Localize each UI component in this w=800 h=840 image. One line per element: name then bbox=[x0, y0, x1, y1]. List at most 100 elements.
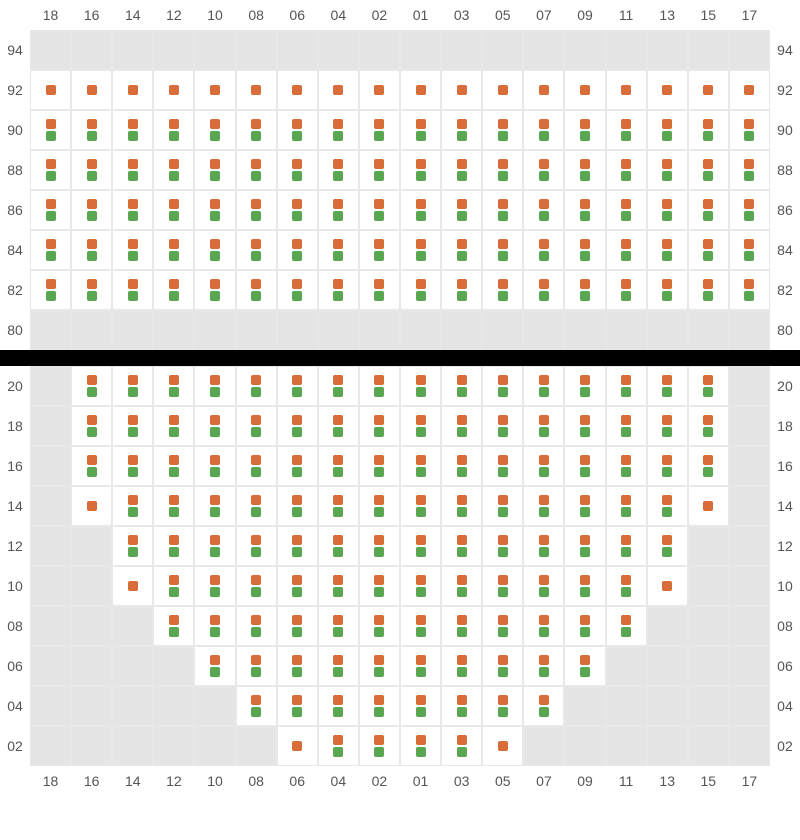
seat[interactable] bbox=[441, 406, 482, 446]
seat[interactable] bbox=[359, 446, 400, 486]
seat[interactable] bbox=[112, 566, 153, 606]
seat[interactable] bbox=[606, 566, 647, 606]
seat[interactable] bbox=[729, 70, 770, 110]
seat[interactable] bbox=[606, 406, 647, 446]
seat[interactable] bbox=[441, 70, 482, 110]
seat[interactable] bbox=[236, 406, 277, 446]
seat[interactable] bbox=[112, 366, 153, 406]
seat[interactable] bbox=[606, 270, 647, 310]
seat[interactable] bbox=[71, 446, 112, 486]
seat[interactable] bbox=[647, 406, 688, 446]
seat[interactable] bbox=[236, 646, 277, 686]
seat[interactable] bbox=[236, 566, 277, 606]
seat[interactable] bbox=[277, 190, 318, 230]
seat[interactable] bbox=[236, 190, 277, 230]
seat[interactable] bbox=[688, 230, 729, 270]
seat[interactable] bbox=[153, 110, 194, 150]
seat[interactable] bbox=[318, 366, 359, 406]
seat[interactable] bbox=[523, 70, 564, 110]
seat[interactable] bbox=[277, 70, 318, 110]
seat[interactable] bbox=[277, 270, 318, 310]
seat[interactable] bbox=[318, 70, 359, 110]
seat[interactable] bbox=[647, 566, 688, 606]
seat[interactable] bbox=[400, 726, 441, 766]
seat[interactable] bbox=[153, 230, 194, 270]
seat[interactable] bbox=[236, 70, 277, 110]
seat[interactable] bbox=[400, 446, 441, 486]
seat[interactable] bbox=[441, 190, 482, 230]
seat[interactable] bbox=[482, 270, 523, 310]
seat[interactable] bbox=[606, 70, 647, 110]
seat[interactable] bbox=[359, 110, 400, 150]
seat[interactable] bbox=[236, 486, 277, 526]
seat[interactable] bbox=[112, 270, 153, 310]
seat[interactable] bbox=[523, 150, 564, 190]
seat[interactable] bbox=[606, 150, 647, 190]
seat[interactable] bbox=[441, 686, 482, 726]
seat[interactable] bbox=[194, 110, 235, 150]
seat[interactable] bbox=[482, 190, 523, 230]
seat[interactable] bbox=[564, 406, 605, 446]
seat[interactable] bbox=[153, 270, 194, 310]
seat[interactable] bbox=[153, 406, 194, 446]
seat[interactable] bbox=[30, 270, 71, 310]
seat[interactable] bbox=[359, 230, 400, 270]
seat[interactable] bbox=[359, 646, 400, 686]
seat[interactable] bbox=[359, 190, 400, 230]
seat[interactable] bbox=[112, 150, 153, 190]
seat[interactable] bbox=[236, 110, 277, 150]
seat[interactable] bbox=[194, 646, 235, 686]
seat[interactable] bbox=[441, 150, 482, 190]
seat[interactable] bbox=[441, 230, 482, 270]
seat[interactable] bbox=[564, 646, 605, 686]
seat[interactable] bbox=[564, 150, 605, 190]
seat[interactable] bbox=[400, 366, 441, 406]
seat[interactable] bbox=[688, 190, 729, 230]
seat[interactable] bbox=[359, 686, 400, 726]
seat[interactable] bbox=[564, 526, 605, 566]
seat[interactable] bbox=[112, 230, 153, 270]
seat[interactable] bbox=[482, 446, 523, 486]
seat[interactable] bbox=[482, 230, 523, 270]
seat[interactable] bbox=[318, 726, 359, 766]
seat[interactable] bbox=[482, 406, 523, 446]
seat[interactable] bbox=[112, 70, 153, 110]
seat[interactable] bbox=[523, 366, 564, 406]
seat[interactable] bbox=[400, 486, 441, 526]
seat[interactable] bbox=[482, 686, 523, 726]
seat[interactable] bbox=[318, 446, 359, 486]
seat[interactable] bbox=[564, 270, 605, 310]
seat[interactable] bbox=[564, 566, 605, 606]
seat[interactable] bbox=[30, 110, 71, 150]
seat[interactable] bbox=[606, 110, 647, 150]
seat[interactable] bbox=[359, 150, 400, 190]
seat[interactable] bbox=[277, 566, 318, 606]
seat[interactable] bbox=[647, 70, 688, 110]
seat[interactable] bbox=[564, 606, 605, 646]
seat[interactable] bbox=[441, 606, 482, 646]
seat[interactable] bbox=[647, 526, 688, 566]
seat[interactable] bbox=[400, 406, 441, 446]
seat[interactable] bbox=[400, 566, 441, 606]
seat[interactable] bbox=[359, 270, 400, 310]
seat[interactable] bbox=[153, 566, 194, 606]
seat[interactable] bbox=[523, 110, 564, 150]
seat[interactable] bbox=[359, 526, 400, 566]
seat[interactable] bbox=[400, 526, 441, 566]
seat[interactable] bbox=[441, 526, 482, 566]
seat[interactable] bbox=[482, 526, 523, 566]
seat[interactable] bbox=[318, 686, 359, 726]
seat[interactable] bbox=[194, 606, 235, 646]
seat[interactable] bbox=[112, 110, 153, 150]
seat[interactable] bbox=[277, 726, 318, 766]
seat[interactable] bbox=[112, 486, 153, 526]
seat[interactable] bbox=[277, 230, 318, 270]
seat[interactable] bbox=[688, 270, 729, 310]
seat[interactable] bbox=[441, 646, 482, 686]
seat[interactable] bbox=[564, 190, 605, 230]
seat[interactable] bbox=[71, 366, 112, 406]
seat[interactable] bbox=[277, 686, 318, 726]
seat[interactable] bbox=[112, 526, 153, 566]
seat[interactable] bbox=[729, 150, 770, 190]
seat[interactable] bbox=[194, 150, 235, 190]
